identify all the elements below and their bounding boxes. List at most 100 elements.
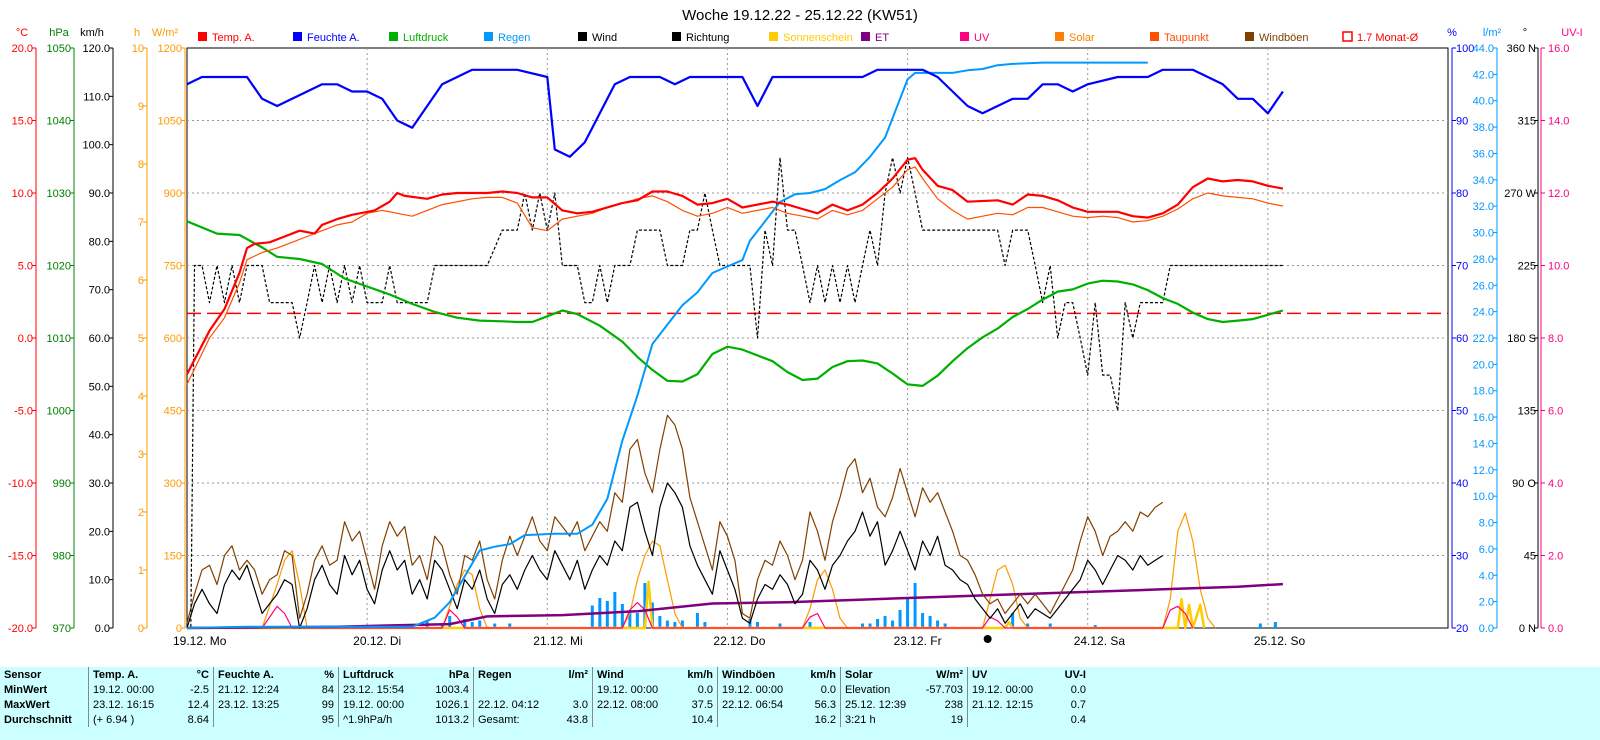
deg-tick-label: 45: [1524, 551, 1536, 563]
kmh-tick-label: 10.0: [89, 575, 110, 587]
lm2-tick-label: 12.0: [1473, 465, 1494, 477]
temp-tick-label: -15.0: [8, 551, 33, 563]
wm2-tick-label: 900: [164, 188, 182, 200]
stats-cell: 0.0: [1070, 683, 1086, 696]
lm2-tick-label: 34.0: [1473, 175, 1494, 187]
lm2-tick-label: 36.0: [1473, 148, 1494, 160]
rain-bar: [658, 616, 662, 628]
stats-cell: Solar: [840, 667, 915, 682]
legend-label: UV: [974, 32, 990, 44]
deg-unit-label: °: [1523, 27, 1527, 39]
stats-cell: 22.12. 08:00: [592, 697, 671, 712]
rain-bar: [755, 622, 759, 628]
legend-label: Luftdruck: [403, 32, 449, 44]
rain-bar: [448, 616, 452, 628]
rain-bar: [440, 623, 444, 628]
stats-cell: (+ 6.94 ): [88, 712, 167, 727]
stats-cell: 37.5: [691, 698, 713, 711]
rain-bar: [628, 610, 632, 628]
legend-label: Taupunkt: [1164, 32, 1209, 44]
rain-bar: [868, 623, 872, 628]
hpa-tick-label: 1030: [47, 188, 71, 200]
wm2-tick-label: 300: [164, 478, 182, 490]
legend-swatch: [672, 32, 681, 41]
legend-swatch: [578, 32, 587, 41]
rain-bar: [861, 623, 865, 628]
hpa-unit-label: hPa: [49, 27, 69, 39]
kmh-tick-label: 60.0: [89, 333, 110, 345]
deg-tick-label: 90 O: [1512, 478, 1536, 490]
lm2-tick-label: 18.0: [1473, 386, 1494, 398]
stats-row: MinWert 19.12. 00:00 -2.5 21.12. 12:24 84 23.…: [0, 682, 1090, 697]
stats-cell: 0.7: [1070, 698, 1086, 711]
stats-cell: 19.12. 00:00: [967, 682, 1042, 697]
pct-tick-label: 50: [1456, 406, 1468, 418]
legend-label: 1.7 Monat-Ø: [1357, 32, 1419, 44]
pct-tick-label: 90: [1456, 116, 1468, 128]
lm2-tick-label: 40.0: [1473, 96, 1494, 108]
stats-cell: Windböen: [717, 667, 792, 682]
kmh-tick-label: 70.0: [89, 285, 110, 297]
legend-swatch: [1055, 32, 1064, 41]
kmh-tick-label: 90.0: [89, 188, 110, 200]
pct-tick-label: 100: [1456, 43, 1474, 55]
lm2-tick-label: 6.0: [1479, 544, 1494, 556]
hpa-tick-label: 1000: [47, 406, 71, 418]
stats-cell: 19.12. 00:00: [592, 682, 671, 697]
stats-cell: 21.12. 12:15: [967, 697, 1042, 712]
pct-tick-label: 40: [1456, 478, 1468, 490]
stats-cell: 22.12. 04:12: [473, 697, 548, 712]
temp-tick-label: -10.0: [8, 478, 33, 490]
weather-chart: Woche 19.12.22 - 25.12.22 (KW51) Temp. A…: [8, 7, 1583, 648]
stats-cell: 0.0: [697, 683, 713, 696]
legend-label: Feuchte A.: [307, 32, 360, 44]
wm2-tick-label: 600: [164, 333, 182, 345]
stats-cell: km/h: [810, 668, 836, 681]
stats-cell: Gesamt:: [473, 712, 548, 727]
series-windböen: [186, 414, 1164, 624]
stats-cell: 238: [944, 698, 963, 711]
hpa-tick-label: 970: [53, 623, 71, 635]
pct-tick-label: 30: [1456, 551, 1468, 563]
rain-bar: [665, 620, 669, 628]
day-labels: 19.12. Mo 20.12. Di 21.12. Mi 22.12. Do 23.1…: [173, 634, 1306, 648]
rain-bar: [1273, 622, 1277, 628]
rain-bar: [913, 583, 917, 628]
lm2-tick-label: 10.0: [1473, 491, 1494, 503]
lm2-tick-label: 4.0: [1479, 570, 1494, 582]
legend-swatch: [484, 32, 493, 41]
deg-tick-label: 225: [1518, 261, 1536, 273]
chart-title: Woche 19.12.22 - 25.12.22 (KW51): [682, 7, 918, 24]
rain-bar: [808, 622, 812, 628]
lm2-tick-label: 24.0: [1473, 307, 1494, 319]
stats-cell: 23.12. 13:25: [213, 697, 292, 712]
series-temp-a-: [186, 157, 1284, 375]
rain-bar: [898, 610, 902, 628]
stats-cell: UV-I: [1064, 668, 1086, 681]
kmh-tick-label: 40.0: [89, 430, 110, 442]
plot-area: [186, 61, 1448, 630]
kmh-unit-label: km/h: [80, 27, 104, 39]
stats-cell: hPa: [448, 668, 469, 681]
rain-bar: [703, 622, 707, 628]
h-tick-label: 3: [138, 449, 144, 461]
legend-label: Wind: [592, 32, 617, 44]
stats-row-label: Durchschnitt: [4, 713, 72, 726]
lm2-tick-label: 32.0: [1473, 201, 1494, 213]
deg-tick-label: 0 N: [1519, 623, 1536, 635]
uvi-tick-label: 2.0: [1548, 551, 1563, 563]
hpa-tick-label: 1040: [47, 116, 71, 128]
series-taupunkt: [186, 166, 1284, 385]
stats-cell: [548, 682, 593, 697]
stats-cell: 1013.2: [435, 713, 469, 726]
rain-bar: [1026, 623, 1030, 628]
hpa-tick-label: 1020: [47, 261, 71, 273]
stats-cell: 0.0: [820, 683, 836, 696]
lm2-tick-label: 44.0: [1473, 43, 1494, 55]
legend: Temp. A. Feuchte A. Luftdruck Regen Wind Rich…: [198, 31, 1419, 44]
wm2-tick-label: 450: [164, 406, 182, 418]
h-tick-label: 10: [132, 43, 144, 55]
uvi-tick-label: 4.0: [1548, 478, 1563, 490]
stats-cell: 12.4: [187, 698, 209, 711]
kmh-tick-label: 100.0: [82, 140, 110, 152]
